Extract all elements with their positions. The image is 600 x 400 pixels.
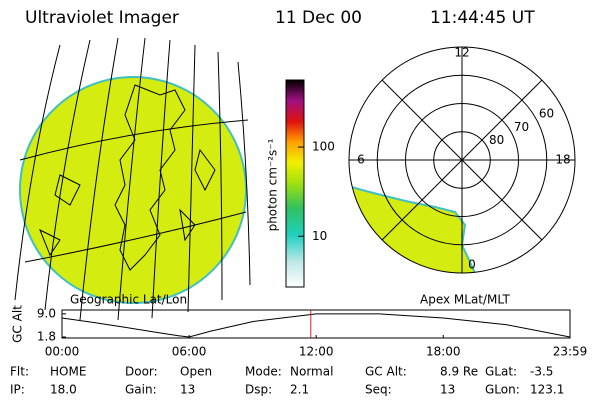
status-label: IP: — [10, 383, 25, 397]
status-label: Dsp: — [245, 383, 272, 397]
status-label: Gain: — [125, 383, 157, 397]
x-tick-label: 00:00 — [45, 345, 80, 359]
lat-label: 60 — [539, 107, 554, 121]
date: 11 Dec 00 — [275, 8, 362, 28]
geo-label: Geographic Lat/Lon — [70, 293, 187, 307]
time: 11:44:45 UT — [430, 8, 535, 28]
x-tick-label: 23:59 — [553, 345, 588, 359]
x-tick-label: 12:00 — [299, 345, 334, 359]
status-value: -3.5 — [530, 365, 553, 379]
mlt-label: 6 — [357, 153, 365, 167]
polar-plot — [348, 46, 576, 274]
status-value: 123.1 — [530, 383, 564, 397]
status-label: GLat: — [485, 365, 517, 379]
lat-ring — [405, 103, 519, 217]
status-value: 13 — [440, 383, 455, 397]
status-value: HOME — [50, 365, 86, 379]
mlt-label: 18 — [555, 153, 570, 167]
x-tick-label: 06:00 — [172, 345, 207, 359]
mlt-label: 12 — [454, 46, 469, 60]
y-tick-label: 9.0 — [37, 306, 56, 320]
lat-label: 70 — [514, 120, 529, 134]
colorbar-tick-label: 10 — [312, 229, 327, 243]
lat-ring — [433, 131, 491, 189]
colorbar-tick-label: 100 — [312, 140, 335, 154]
lat-label: 80 — [489, 133, 504, 147]
status-value: Normal — [290, 365, 333, 379]
status-label: Flt: — [10, 365, 29, 379]
geo-map — [14, 37, 251, 321]
x-tick-label: 18:00 — [426, 345, 461, 359]
title: Ultraviolet Imager — [25, 8, 179, 28]
status-label: GC Alt: — [365, 365, 407, 379]
polar-label: Apex MLat/MLT — [420, 293, 510, 307]
colorbar — [285, 79, 305, 288]
status-value: 2.1 — [290, 383, 309, 397]
status-label: Mode: — [245, 365, 282, 379]
status-label: Door: — [125, 365, 158, 379]
status-value: Open — [180, 365, 212, 379]
status-value: 8.9 Re — [440, 365, 478, 379]
y-tick-label: 1.8 — [37, 330, 56, 344]
status-label: Seq: — [365, 383, 392, 397]
lat-ring — [376, 74, 548, 246]
status-value: 18.0 — [50, 383, 77, 397]
alt-ylabel: GC Alt — [11, 305, 25, 343]
mlt-label: 0 — [468, 258, 476, 272]
alt-line — [61, 313, 571, 338]
status-label: GLon: — [485, 383, 520, 397]
colorbar-label: photon cm⁻²s⁻¹ — [266, 138, 280, 231]
status-value: 13 — [180, 383, 195, 397]
